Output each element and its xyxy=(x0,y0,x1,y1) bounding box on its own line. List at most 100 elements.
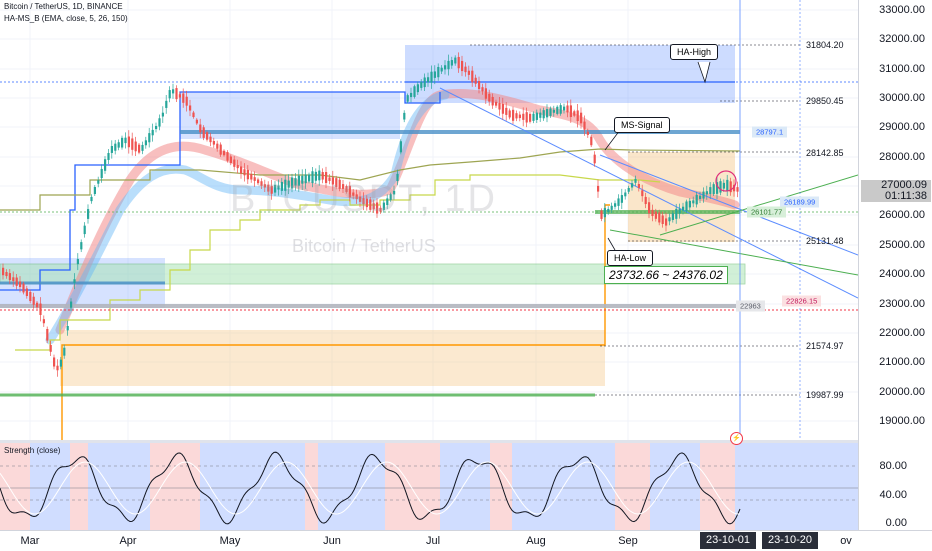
price-label-29850: 29850.45 xyxy=(806,96,844,106)
candle-body xyxy=(144,140,147,146)
indicator-legend[interactable]: HA-MS_B (EMA, close, 5, 26, 150) xyxy=(4,14,128,23)
candle-body xyxy=(522,113,525,120)
last-price-badge: 27000.09 01:11:38 xyxy=(861,180,931,202)
price-tick: 22000.00 xyxy=(879,327,925,339)
candle-body xyxy=(46,328,49,341)
strength-legend[interactable]: Strength (close) xyxy=(4,446,61,455)
candle-body xyxy=(532,113,535,121)
time-label: Jul xyxy=(425,535,441,547)
candle-body xyxy=(345,186,348,192)
time-badge-start: 23-10-01 xyxy=(700,532,757,549)
last-price-value: 27000.09 xyxy=(881,179,927,191)
candle-body xyxy=(491,96,494,106)
candle-body xyxy=(515,113,518,119)
candle-body xyxy=(90,196,93,202)
candle-body xyxy=(141,144,144,151)
candle-body xyxy=(549,108,552,116)
candle-body xyxy=(484,88,487,99)
candle-body xyxy=(566,105,569,113)
candle-body xyxy=(379,207,382,212)
strength-band xyxy=(70,443,88,531)
candle-body xyxy=(263,184,266,188)
strength-band xyxy=(512,443,585,531)
candle-body xyxy=(461,60,464,72)
time-label: Sep xyxy=(618,535,638,547)
candle-body xyxy=(291,177,294,189)
candlesticks xyxy=(2,52,739,377)
candle-body xyxy=(151,129,154,136)
candle-body xyxy=(556,106,559,114)
candle-body xyxy=(590,136,593,146)
candle-body xyxy=(318,170,321,181)
time-label-trail: ov xyxy=(840,535,852,547)
time-axis[interactable]: Mar Apr May Jun Jul Aug Sep 23-10-01 23-… xyxy=(0,530,932,551)
strength-line-secondary xyxy=(0,461,741,515)
strength-indicator-pane[interactable]: Strength (close) xyxy=(0,443,858,531)
candle-body xyxy=(49,345,52,352)
price-axis[interactable]: 33000.00 32000.00 31000.00 30000.00 2900… xyxy=(858,0,932,530)
strength-band xyxy=(88,443,150,531)
candle-body xyxy=(563,106,566,111)
candle-body xyxy=(668,217,671,222)
candle-body xyxy=(212,141,215,145)
candle-body xyxy=(573,111,576,116)
candle-body xyxy=(236,165,239,169)
time-label: May xyxy=(219,535,241,547)
candle-body xyxy=(56,365,59,371)
candle-body xyxy=(267,184,270,192)
candle-body xyxy=(624,192,627,197)
candle-body xyxy=(481,87,484,92)
candle-body xyxy=(600,210,603,219)
candle-body xyxy=(709,187,712,194)
candle-body xyxy=(498,103,501,110)
ema-red-ribbon xyxy=(55,89,740,335)
candle-body xyxy=(257,179,260,184)
candle-body xyxy=(359,196,362,202)
candle-body xyxy=(178,94,181,98)
lightning-icon[interactable]: ⚡ xyxy=(730,432,743,445)
strength-band xyxy=(490,443,512,531)
candle-body xyxy=(471,70,474,83)
candle-body xyxy=(644,196,647,205)
candle-body xyxy=(631,183,634,188)
candle-body xyxy=(260,181,263,186)
candle-body xyxy=(100,168,103,179)
pane-separator[interactable] xyxy=(0,440,858,443)
price-label-25131: 25131.48 xyxy=(806,236,844,246)
candle-body xyxy=(518,114,521,119)
price-pane[interactable]: BTCUSDT, 1D Bitcoin / TetherUS Bitcoin /… xyxy=(0,0,858,440)
candle-body xyxy=(393,190,396,195)
trendline-upper xyxy=(439,87,858,299)
candle-body xyxy=(396,173,399,181)
candle-body xyxy=(716,182,719,194)
gray-value-tag: 22963 xyxy=(736,300,765,312)
strength-band xyxy=(0,443,30,531)
candle-body xyxy=(678,208,681,214)
symbol-watermark-sub: Bitcoin / TetherUS xyxy=(292,236,436,256)
symbol-legend[interactable]: Bitcoin / TetherUS, 1D, BINANCE xyxy=(4,2,123,11)
price-tick: 26000.00 xyxy=(879,209,925,221)
candle-body xyxy=(733,184,736,192)
candle-body xyxy=(311,171,314,184)
candle-body xyxy=(73,279,76,283)
candle-body xyxy=(420,81,423,88)
candle-body xyxy=(284,179,287,191)
candle-body xyxy=(447,60,450,70)
candle-body xyxy=(474,77,477,84)
ms-signal-tag: 28797.1 xyxy=(752,126,788,138)
strength-band xyxy=(30,443,70,531)
candle-body xyxy=(277,185,280,190)
price-tick: 24000.00 xyxy=(879,268,925,280)
time-label: Jun xyxy=(323,535,341,547)
candle-body xyxy=(376,202,379,214)
candle-body xyxy=(512,109,515,121)
candle-body xyxy=(454,57,457,64)
candle-body xyxy=(369,199,372,210)
candle-body xyxy=(59,359,62,367)
candle-body xyxy=(29,291,32,302)
candle-body xyxy=(593,154,596,164)
candle-body xyxy=(501,103,504,114)
candle-body xyxy=(36,302,39,308)
candle-body xyxy=(12,277,15,282)
